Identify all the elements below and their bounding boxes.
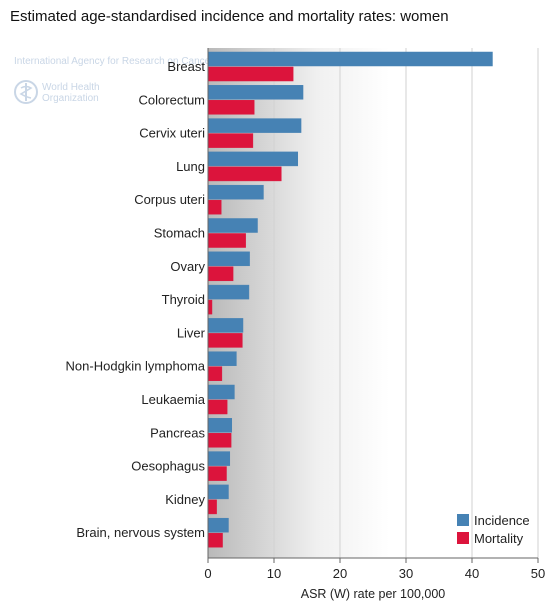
bar-incidence xyxy=(207,451,231,466)
bar-incidence xyxy=(207,318,244,333)
chart-title: Estimated age-standardised incidence and… xyxy=(10,8,449,25)
bar-incidence xyxy=(207,418,233,433)
bar-mortality xyxy=(207,466,227,481)
bar-incidence xyxy=(207,184,264,200)
bar-incidence xyxy=(207,218,258,233)
x-tick-label: 40 xyxy=(465,566,479,581)
category-labels: Breast Colorectum Cervix uteri Lung Corpus u… xyxy=(66,59,206,540)
category-label: Cervix uteri xyxy=(139,126,205,141)
bar-incidence xyxy=(207,51,493,67)
category-label: Corpus uteri xyxy=(134,192,205,207)
bar-mortality xyxy=(207,133,254,148)
who-emblem-icon xyxy=(14,80,38,104)
bar-mortality xyxy=(207,433,232,448)
legend-swatch-incidence xyxy=(457,514,469,526)
bar-mortality xyxy=(207,166,282,182)
bar-mortality xyxy=(207,299,213,315)
category-label: Ovary xyxy=(170,259,205,274)
x-tick-label: 20 xyxy=(333,566,347,581)
x-axis-ticks: 0 10 20 30 40 50 xyxy=(204,558,545,581)
bar-incidence xyxy=(207,351,237,366)
watermark-who-line1: World Health xyxy=(42,82,100,93)
bar-mortality xyxy=(207,266,234,282)
bar-mortality xyxy=(207,333,243,348)
category-label: Stomach xyxy=(154,226,205,241)
bar-mortality xyxy=(207,532,223,548)
category-label: Leukaemia xyxy=(141,392,205,407)
category-label: Breast xyxy=(167,59,205,74)
watermark-who-line2: Organization xyxy=(42,93,99,104)
bar-incidence xyxy=(207,151,299,167)
bar-incidence xyxy=(207,251,250,267)
bars xyxy=(207,51,493,548)
category-label: Colorectum xyxy=(139,92,205,107)
category-label: Non-Hodgkin lymphoma xyxy=(66,359,206,374)
x-axis-title: ASR (W) rate per 100,000 xyxy=(301,587,446,601)
legend-swatch-mortality xyxy=(457,532,469,544)
bar-mortality xyxy=(207,499,217,515)
legend-label-incidence: Incidence xyxy=(474,513,530,528)
gridlines xyxy=(273,48,539,558)
bar-mortality xyxy=(207,199,222,215)
bar-incidence xyxy=(207,118,302,133)
x-tick-label: 0 xyxy=(204,566,211,581)
category-label: Pancreas xyxy=(150,425,205,440)
watermark-iarc-text: International Agency for Research on Can… xyxy=(14,56,214,67)
bar-incidence xyxy=(207,384,235,400)
legend-label-mortality: Mortality xyxy=(474,531,524,546)
category-label: Kidney xyxy=(165,492,205,507)
x-tick-label: 30 xyxy=(399,566,413,581)
plot-background xyxy=(208,48,538,558)
bar-mortality xyxy=(207,366,223,381)
bar-incidence xyxy=(207,85,304,100)
bar-incidence xyxy=(207,517,229,533)
bar-incidence xyxy=(207,284,250,300)
x-tick-label: 10 xyxy=(267,566,281,581)
category-label: Brain, nervous system xyxy=(76,525,205,540)
bar-mortality xyxy=(207,399,228,415)
bar-mortality xyxy=(207,233,246,248)
legend: Incidence Mortality xyxy=(457,513,530,546)
watermark: International Agency for Research on Can… xyxy=(14,56,214,104)
bar-mortality xyxy=(207,66,294,82)
category-label: Oesophagus xyxy=(131,459,205,474)
bar-mortality xyxy=(207,100,255,115)
category-label: Liver xyxy=(177,325,206,340)
bar-incidence xyxy=(207,484,229,500)
category-label: Thyroid xyxy=(162,292,205,307)
x-tick-label: 50 xyxy=(531,566,545,581)
category-label: Lung xyxy=(176,159,205,174)
